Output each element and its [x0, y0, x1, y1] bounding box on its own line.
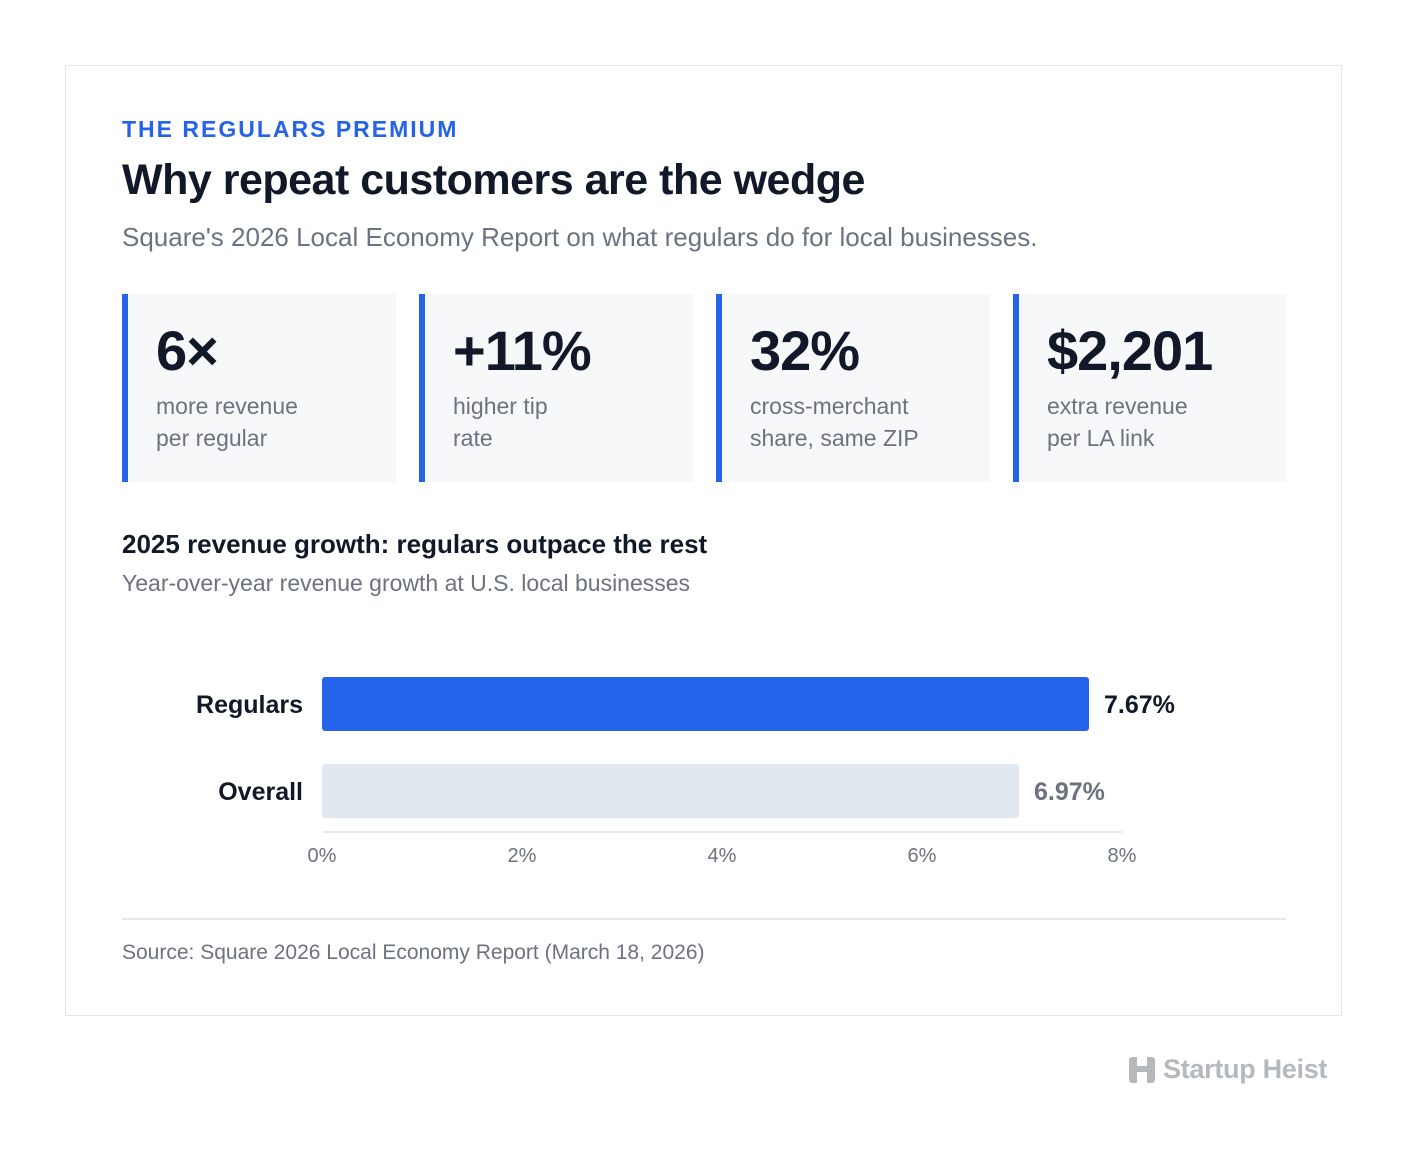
stat-value: 32% — [750, 319, 860, 382]
page-title: Why repeat customers are the wedge — [122, 156, 865, 204]
category-label: Overall — [218, 778, 303, 806]
chart-subtitle: Year-over-year revenue growth at U.S. lo… — [122, 570, 691, 596]
stat-card-revenue: 6× more revenue per regular — [122, 294, 396, 482]
stat-label-line: higher tip — [453, 393, 548, 419]
data-label: 7.67% — [1104, 691, 1175, 719]
stat-label: more revenue per regular — [156, 390, 396, 454]
stat-label: higher tip rate — [453, 390, 693, 454]
footer-divider — [122, 918, 1286, 920]
eyebrow: THE REGULARS PREMIUM — [122, 116, 459, 142]
h-logo-icon — [1129, 1056, 1155, 1083]
stat-label-line: rate — [453, 425, 493, 451]
stat-label-line: extra revenue — [1047, 393, 1188, 419]
infographic-card — [65, 65, 1342, 1016]
stat-value: $2,201 — [1047, 319, 1213, 382]
stat-label-line: per regular — [156, 425, 268, 451]
stat-label-line: cross-merchant — [750, 393, 909, 419]
stat-label: cross-merchant share, same ZIP — [750, 390, 990, 454]
stat-label-line: share, same ZIP — [750, 425, 919, 451]
chart-title: 2025 revenue growth: regulars outpace th… — [122, 529, 708, 559]
brand-name: Startup Heist — [1163, 1054, 1328, 1084]
bar — [322, 764, 1019, 818]
page-subtitle: Square's 2026 Local Economy Report on wh… — [122, 222, 1038, 252]
x-tick-label: 0% — [308, 845, 337, 867]
x-tick-label: 6% — [908, 845, 937, 867]
x-tick-label: 4% — [708, 845, 737, 867]
stat-value: 6× — [156, 319, 219, 382]
x-tick-label: 2% — [508, 845, 537, 867]
stat-value: +11% — [453, 319, 592, 382]
stat-card-extra-revenue: $2,201 extra revenue per LA link — [1013, 294, 1287, 482]
stat-card-cross-merchant: 32% cross-merchant share, same ZIP — [716, 294, 990, 482]
x-tick-label: 8% — [1108, 845, 1137, 867]
stat-label-line: more revenue — [156, 393, 298, 419]
bar — [322, 677, 1089, 731]
category-label: Regulars — [196, 691, 303, 719]
data-label: 6.97% — [1034, 778, 1105, 806]
brand-logo: Startup Heist — [1129, 1054, 1327, 1085]
stat-label: extra revenue per LA link — [1047, 390, 1287, 454]
stat-label-line: per LA link — [1047, 425, 1155, 451]
stat-card-tip: +11% higher tip rate — [419, 294, 693, 482]
source-note: Source: Square 2026 Local Economy Report… — [122, 941, 705, 964]
